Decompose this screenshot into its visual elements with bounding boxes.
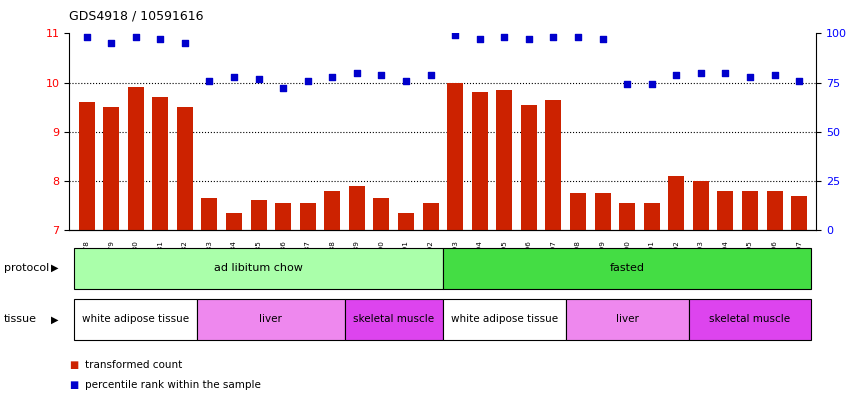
Text: white adipose tissue: white adipose tissue: [451, 314, 558, 324]
Point: [768, 72, 782, 78]
Bar: [693, 181, 709, 230]
Text: skeletal muscle: skeletal muscle: [353, 314, 434, 324]
Bar: [546, 100, 562, 230]
Text: fasted: fasted: [610, 263, 645, 273]
Point: [179, 40, 192, 46]
Bar: [595, 193, 611, 230]
Point: [497, 34, 511, 40]
Bar: [324, 191, 340, 230]
Point: [375, 72, 388, 78]
Point: [448, 32, 462, 39]
Point: [744, 73, 757, 80]
Bar: [226, 213, 242, 230]
Point: [719, 70, 733, 76]
Bar: [201, 198, 217, 230]
Bar: [423, 203, 438, 230]
Bar: [497, 90, 513, 230]
Point: [399, 77, 413, 84]
Point: [473, 36, 486, 42]
Text: percentile rank within the sample: percentile rank within the sample: [85, 380, 261, 390]
Bar: [103, 107, 119, 230]
Point: [522, 36, 536, 42]
Text: liver: liver: [616, 314, 639, 324]
Text: ▶: ▶: [51, 314, 58, 324]
Bar: [275, 203, 291, 230]
Bar: [619, 203, 635, 230]
Point: [547, 34, 560, 40]
Point: [104, 40, 118, 46]
Point: [793, 77, 806, 84]
Point: [694, 70, 707, 76]
Text: GDS4918 / 10591616: GDS4918 / 10591616: [69, 10, 204, 23]
Point: [153, 36, 167, 42]
Bar: [570, 193, 586, 230]
Point: [252, 75, 266, 82]
Text: ■: ■: [69, 380, 79, 390]
Point: [596, 36, 609, 42]
Point: [620, 81, 634, 88]
Bar: [349, 185, 365, 230]
Point: [203, 77, 217, 84]
Bar: [472, 92, 488, 230]
Point: [277, 85, 290, 92]
Bar: [128, 87, 144, 230]
Text: ■: ■: [69, 360, 79, 371]
Bar: [791, 195, 807, 230]
Bar: [717, 191, 733, 230]
Point: [645, 81, 658, 88]
Point: [350, 70, 364, 76]
Bar: [766, 191, 783, 230]
Point: [326, 73, 339, 80]
Bar: [79, 102, 95, 230]
Text: skeletal muscle: skeletal muscle: [710, 314, 791, 324]
Text: transformed count: transformed count: [85, 360, 182, 371]
Point: [669, 72, 683, 78]
Point: [228, 73, 241, 80]
Text: protocol: protocol: [4, 263, 49, 273]
Text: liver: liver: [260, 314, 283, 324]
Text: tissue: tissue: [4, 314, 37, 324]
Point: [80, 34, 93, 40]
Text: ad libitum chow: ad libitum chow: [214, 263, 303, 273]
Bar: [152, 97, 168, 230]
Point: [129, 34, 142, 40]
Bar: [177, 107, 193, 230]
Bar: [521, 105, 537, 230]
Bar: [448, 83, 463, 230]
Text: white adipose tissue: white adipose tissue: [82, 314, 190, 324]
Bar: [250, 200, 266, 230]
Point: [424, 72, 437, 78]
Point: [571, 34, 585, 40]
Bar: [742, 191, 758, 230]
Bar: [299, 203, 316, 230]
Bar: [398, 213, 414, 230]
Bar: [644, 203, 660, 230]
Bar: [668, 176, 684, 230]
Bar: [373, 198, 389, 230]
Text: ▶: ▶: [51, 263, 58, 273]
Point: [301, 77, 315, 84]
